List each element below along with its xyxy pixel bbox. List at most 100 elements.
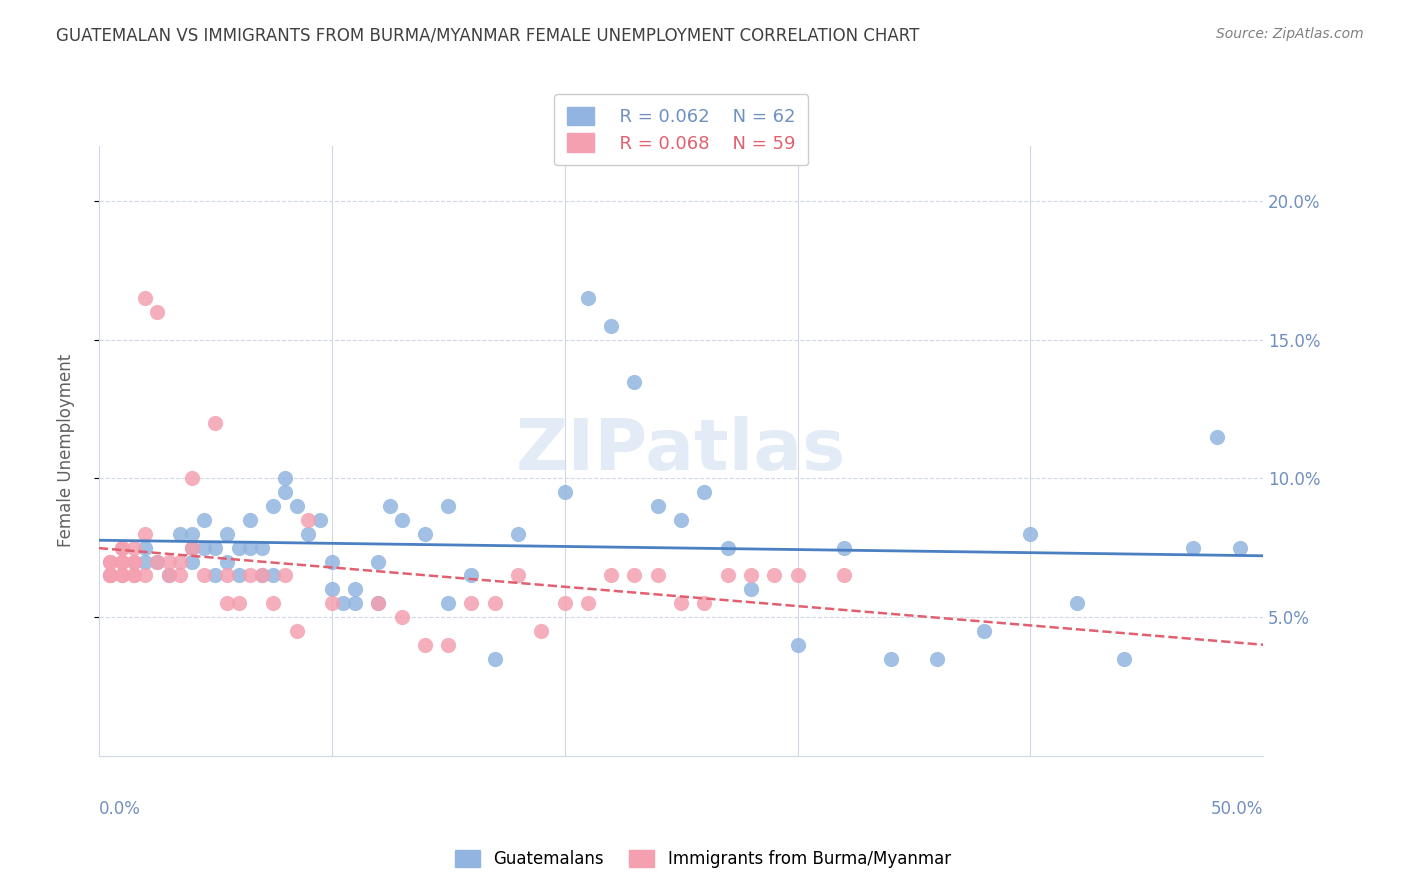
Legend: Guatemalans, Immigrants from Burma/Myanmar: Guatemalans, Immigrants from Burma/Myanm… (449, 843, 957, 875)
Point (215, 596, 238, 610)
Point (763, 568, 786, 582)
Point (181, 541, 204, 555)
Text: Source: ZipAtlas.com: Source: ZipAtlas.com (1216, 27, 1364, 41)
Point (204, 568, 226, 582)
Point (413, 638, 436, 652)
Point (215, 568, 238, 582)
Point (576, 292, 599, 306)
Point (169, 568, 191, 582)
Point (332, 596, 354, 610)
Point (669, 513, 692, 527)
Point (111, 568, 134, 582)
Point (122, 541, 145, 555)
Point (297, 527, 319, 541)
Point (1019, 527, 1042, 541)
Point (460, 568, 482, 582)
Point (111, 555, 134, 569)
Point (554, 596, 576, 610)
Point (576, 596, 599, 610)
Point (134, 555, 156, 569)
Point (600, 568, 623, 582)
Point (973, 624, 995, 638)
Point (413, 527, 436, 541)
Point (228, 541, 250, 555)
Point (111, 541, 134, 555)
Point (378, 499, 401, 513)
Point (1205, 430, 1227, 444)
Point (321, 555, 343, 569)
Point (484, 651, 506, 665)
Point (693, 485, 716, 500)
Point (460, 596, 482, 610)
Point (239, 541, 262, 555)
Point (146, 305, 169, 319)
Point (285, 624, 308, 638)
Point (193, 513, 215, 527)
Point (193, 541, 215, 555)
Point (111, 541, 134, 555)
Point (321, 582, 343, 597)
Text: ZIPatlas: ZIPatlas (516, 417, 846, 485)
Point (204, 541, 226, 555)
Point (239, 568, 262, 582)
Point (134, 292, 156, 306)
Point (122, 568, 145, 582)
Point (297, 513, 319, 527)
Point (717, 541, 740, 555)
Point (215, 555, 238, 569)
Point (122, 555, 145, 569)
Point (506, 527, 529, 541)
Point (693, 596, 716, 610)
Point (134, 541, 156, 555)
Point (367, 596, 389, 610)
Point (193, 568, 215, 582)
Point (228, 596, 250, 610)
Point (204, 416, 226, 430)
Point (437, 499, 460, 513)
Point (274, 568, 297, 582)
Point (1229, 541, 1251, 555)
Point (169, 527, 191, 541)
Point (157, 568, 180, 582)
Point (1066, 596, 1088, 610)
Point (740, 582, 762, 597)
Point (250, 541, 273, 555)
Point (554, 485, 576, 500)
Point (623, 568, 645, 582)
Legend:   R = 0.062    N = 62,   R = 0.068    N = 59: R = 0.062 N = 62, R = 0.068 N = 59 (554, 94, 808, 165)
Point (600, 319, 623, 334)
Point (437, 638, 460, 652)
Text: 50.0%: 50.0% (1211, 800, 1264, 818)
Y-axis label: Female Unemployment: Female Unemployment (58, 354, 75, 548)
Point (181, 555, 204, 569)
Point (146, 555, 169, 569)
Point (263, 596, 285, 610)
Point (215, 527, 238, 541)
Point (100, 568, 122, 582)
Point (647, 568, 669, 582)
Point (437, 596, 460, 610)
Point (263, 568, 285, 582)
Point (100, 568, 122, 582)
Point (506, 568, 529, 582)
Point (669, 596, 692, 610)
Point (111, 555, 134, 569)
Point (285, 499, 308, 513)
Point (100, 568, 122, 582)
Point (134, 568, 156, 582)
Point (181, 527, 204, 541)
Point (391, 513, 413, 527)
Point (134, 527, 156, 541)
Point (927, 651, 949, 665)
Point (647, 499, 669, 513)
Point (343, 596, 366, 610)
Point (169, 555, 191, 569)
Point (717, 568, 740, 582)
Point (274, 485, 297, 500)
Text: GUATEMALAN VS IMMIGRANTS FROM BURMA/MYANMAR FEMALE UNEMPLOYMENT CORRELATION CHAR: GUATEMALAN VS IMMIGRANTS FROM BURMA/MYAN… (56, 27, 920, 45)
Point (157, 568, 180, 582)
Point (391, 610, 413, 624)
Point (228, 568, 250, 582)
Point (484, 596, 506, 610)
Point (786, 638, 808, 652)
